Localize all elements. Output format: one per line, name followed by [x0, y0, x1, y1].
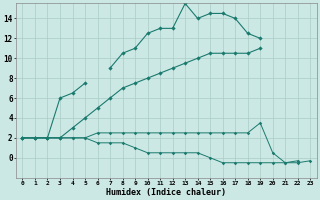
X-axis label: Humidex (Indice chaleur): Humidex (Indice chaleur) [106, 188, 226, 197]
